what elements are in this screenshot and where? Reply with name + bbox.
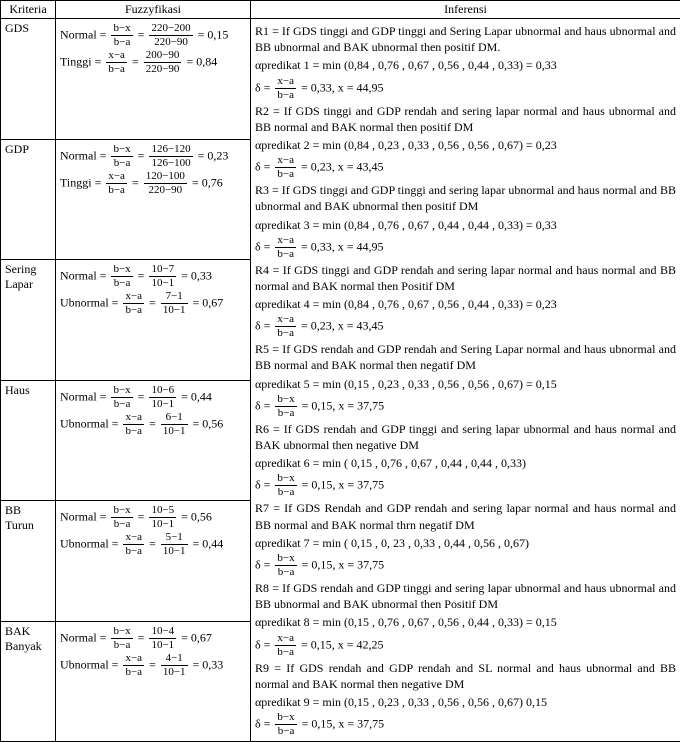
rule-line: R1 = If GDS tinggi and GDP tinggi and Se… [255, 23, 676, 55]
rule-line: R6 = If GDS rendah and GDP tinggi and se… [255, 421, 676, 453]
kriteria-cell: Haus [1, 380, 56, 501]
kriteria-cell: GDS [1, 19, 56, 140]
alpha-line: αpredikat 5 = min (0,15 , 0,23 , 0,33 , … [255, 376, 676, 392]
delta-line: δ = b−xb−a = 0,15, x = 37,75 [255, 712, 676, 737]
fuzzy-cell: Normal = b−xb−a = 10−510−1 = 0,56Ubnorma… [56, 501, 251, 622]
fraction: 220−200220−90 [149, 23, 192, 48]
fraction: x−ab−a [106, 171, 127, 196]
alpha-line: αpredikat 6 = min ( 0,15 , 0,76 , 0,67 ,… [255, 455, 676, 471]
fraction: x−ab−a [275, 235, 296, 260]
fuzzy-cell: Normal = b−xb−a = 10−410−1 = 0,67Ubnorma… [56, 621, 251, 742]
fraction: b−xb−a [111, 626, 132, 651]
fraction: b−xb−a [111, 505, 132, 530]
delta-line: δ = x−ab−a = 0,23, x = 43,45 [255, 155, 676, 180]
table-row: GDSNormal = b−xb−a = 220−200220−90 = 0,1… [1, 19, 680, 140]
fraction: x−ab−a [123, 532, 144, 557]
delta-line: δ = b−xb−a = 0,15, x = 37,75 [255, 473, 676, 498]
fraction: 126−120126−100 [149, 144, 192, 169]
normal-line: Normal = b−xb−a = 10−610−1 = 0,44 [60, 385, 246, 410]
tinggi-line: Ubnormal = x−ab−a = 6−110−1 = 0,56 [60, 412, 246, 437]
kriteria-cell: GDP [1, 139, 56, 260]
fraction: 120−100220−90 [144, 171, 187, 196]
fraction: 10−510−1 [149, 505, 176, 530]
delta-line: δ = b−xb−a = 0,15, x = 37,75 [255, 553, 676, 578]
fraction: b−xb−a [111, 264, 132, 289]
alpha-line: αpredikat 9 = min (0,15 , 0,23 , 0,33 , … [255, 694, 676, 710]
fraction: b−xb−a [111, 23, 132, 48]
rule-line: R5 = If GDS rendah and GDP rendah and Se… [255, 341, 676, 373]
fraction: 7−110−1 [161, 291, 188, 316]
normal-line: Normal = b−xb−a = 10−710−1 = 0,33 [60, 264, 246, 289]
normal-line: Normal = b−xb−a = 10−510−1 = 0,56 [60, 505, 246, 530]
fraction: 10−610−1 [149, 385, 176, 410]
normal-line: Normal = b−xb−a = 220−200220−90 = 0,15 [60, 23, 246, 48]
fraction: b−xb−a [275, 712, 296, 737]
delta-line: δ = x−ab−a = 0,23, x = 43,45 [255, 314, 676, 339]
rule-line: R3 = If GDS tinggi and GDP tinggi and se… [255, 182, 676, 214]
rule-line: R9 = If GDS rendah and GDP rendah and SL… [255, 660, 676, 692]
tinggi-line: Ubnormal = x−ab−a = 5−110−1 = 0,44 [60, 532, 246, 557]
fraction: 200−90220−90 [144, 50, 182, 75]
alpha-line: αpredikat 7 = min ( 0,15 , 0, 23 , 0,33 … [255, 535, 676, 551]
tinggi-line: Tinggi = x−ab−a = 120−100220−90 = 0,76 [60, 171, 246, 196]
fraction: 6−110−1 [161, 412, 188, 437]
rule-line: R8 = If GDS rendah and GDP tinggi and se… [255, 580, 676, 612]
kriteria-cell: BAK Banyak [1, 621, 56, 742]
delta-line: δ = x−ab−a = 0,33, x = 44,95 [255, 76, 676, 101]
rule-line: R7 = If GDS Rendah and GDP rendah and se… [255, 500, 676, 532]
th-fuzzy: Fuzzyfikasi [56, 1, 251, 19]
normal-line: Normal = b−xb−a = 10−410−1 = 0,67 [60, 626, 246, 651]
tinggi-line: Ubnormal = x−ab−a = 7−110−1 = 0,67 [60, 291, 246, 316]
fraction: b−xb−a [275, 473, 296, 498]
fuzzy-cell: Normal = b−xb−a = 126−120126−100 = 0,23T… [56, 139, 251, 260]
inferensi-cell: R1 = If GDS tinggi and GDP tinggi and Se… [251, 19, 680, 742]
fraction: b−xb−a [111, 144, 132, 169]
fraction: x−ab−a [275, 155, 296, 180]
fraction: x−ab−a [106, 50, 127, 75]
fraction: 10−710−1 [149, 264, 176, 289]
fuzzy-cell: Normal = b−xb−a = 10−710−1 = 0,33Ubnorma… [56, 260, 251, 381]
tinggi-line: Ubnormal = x−ab−a = 4−110−1 = 0,33 [60, 653, 246, 678]
tinggi-line: Tinggi = x−ab−a = 200−90220−90 = 0,84 [60, 50, 246, 75]
fuzzy-table: Kriteria Fuzzyfikasi Inferensi GDSNormal… [0, 0, 680, 742]
alpha-line: αpredikat 1 = min (0,84 , 0,76 , 0,67 , … [255, 57, 676, 73]
delta-line: δ = b−xb−a = 0,15, x = 37,75 [255, 394, 676, 419]
normal-line: Normal = b−xb−a = 126−120126−100 = 0,23 [60, 144, 246, 169]
fraction: 4−110−1 [161, 653, 188, 678]
fraction: x−ab−a [123, 291, 144, 316]
fraction: b−xb−a [275, 394, 296, 419]
rule-line: R2 = If GDS tinggi and GDP rendah and se… [255, 103, 676, 135]
fraction: x−ab−a [275, 76, 296, 101]
fraction: b−xb−a [275, 553, 296, 578]
alpha-line: αpredikat 8 = min (0,15 , 0,76 , 0,67 , … [255, 614, 676, 630]
delta-line: δ = x−ab−a = 0,15, x = 42,25 [255, 633, 676, 658]
alpha-line: αpredikat 3 = min (0,84 , 0,76 , 0,67 , … [255, 217, 676, 233]
alpha-line: αpredikat 4 = min (0,84 , 0,76 , 0,67 , … [255, 296, 676, 312]
kriteria-cell: Sering Lapar [1, 260, 56, 381]
fraction: x−ab−a [275, 314, 296, 339]
kriteria-cell: BB Turun [1, 501, 56, 622]
fraction: 5−110−1 [161, 532, 188, 557]
fuzzy-cell: Normal = b−xb−a = 10−610−1 = 0,44Ubnorma… [56, 380, 251, 501]
fraction: x−ab−a [275, 633, 296, 658]
alpha-line: αpredikat 2 = min (0,84 , 0,23 , 0,33 , … [255, 137, 676, 153]
fraction: b−xb−a [111, 385, 132, 410]
fuzzy-cell: Normal = b−xb−a = 220−200220−90 = 0,15Ti… [56, 19, 251, 140]
fraction: 10−410−1 [149, 626, 176, 651]
fraction: x−ab−a [123, 412, 144, 437]
th-kriteria: Kriteria [1, 1, 56, 19]
delta-line: δ = x−ab−a = 0,33, x = 44,95 [255, 235, 676, 260]
th-inferensi: Inferensi [251, 1, 680, 19]
rule-line: R4 = If GDS tinggi and GDP rendah and se… [255, 262, 676, 294]
fraction: x−ab−a [123, 653, 144, 678]
